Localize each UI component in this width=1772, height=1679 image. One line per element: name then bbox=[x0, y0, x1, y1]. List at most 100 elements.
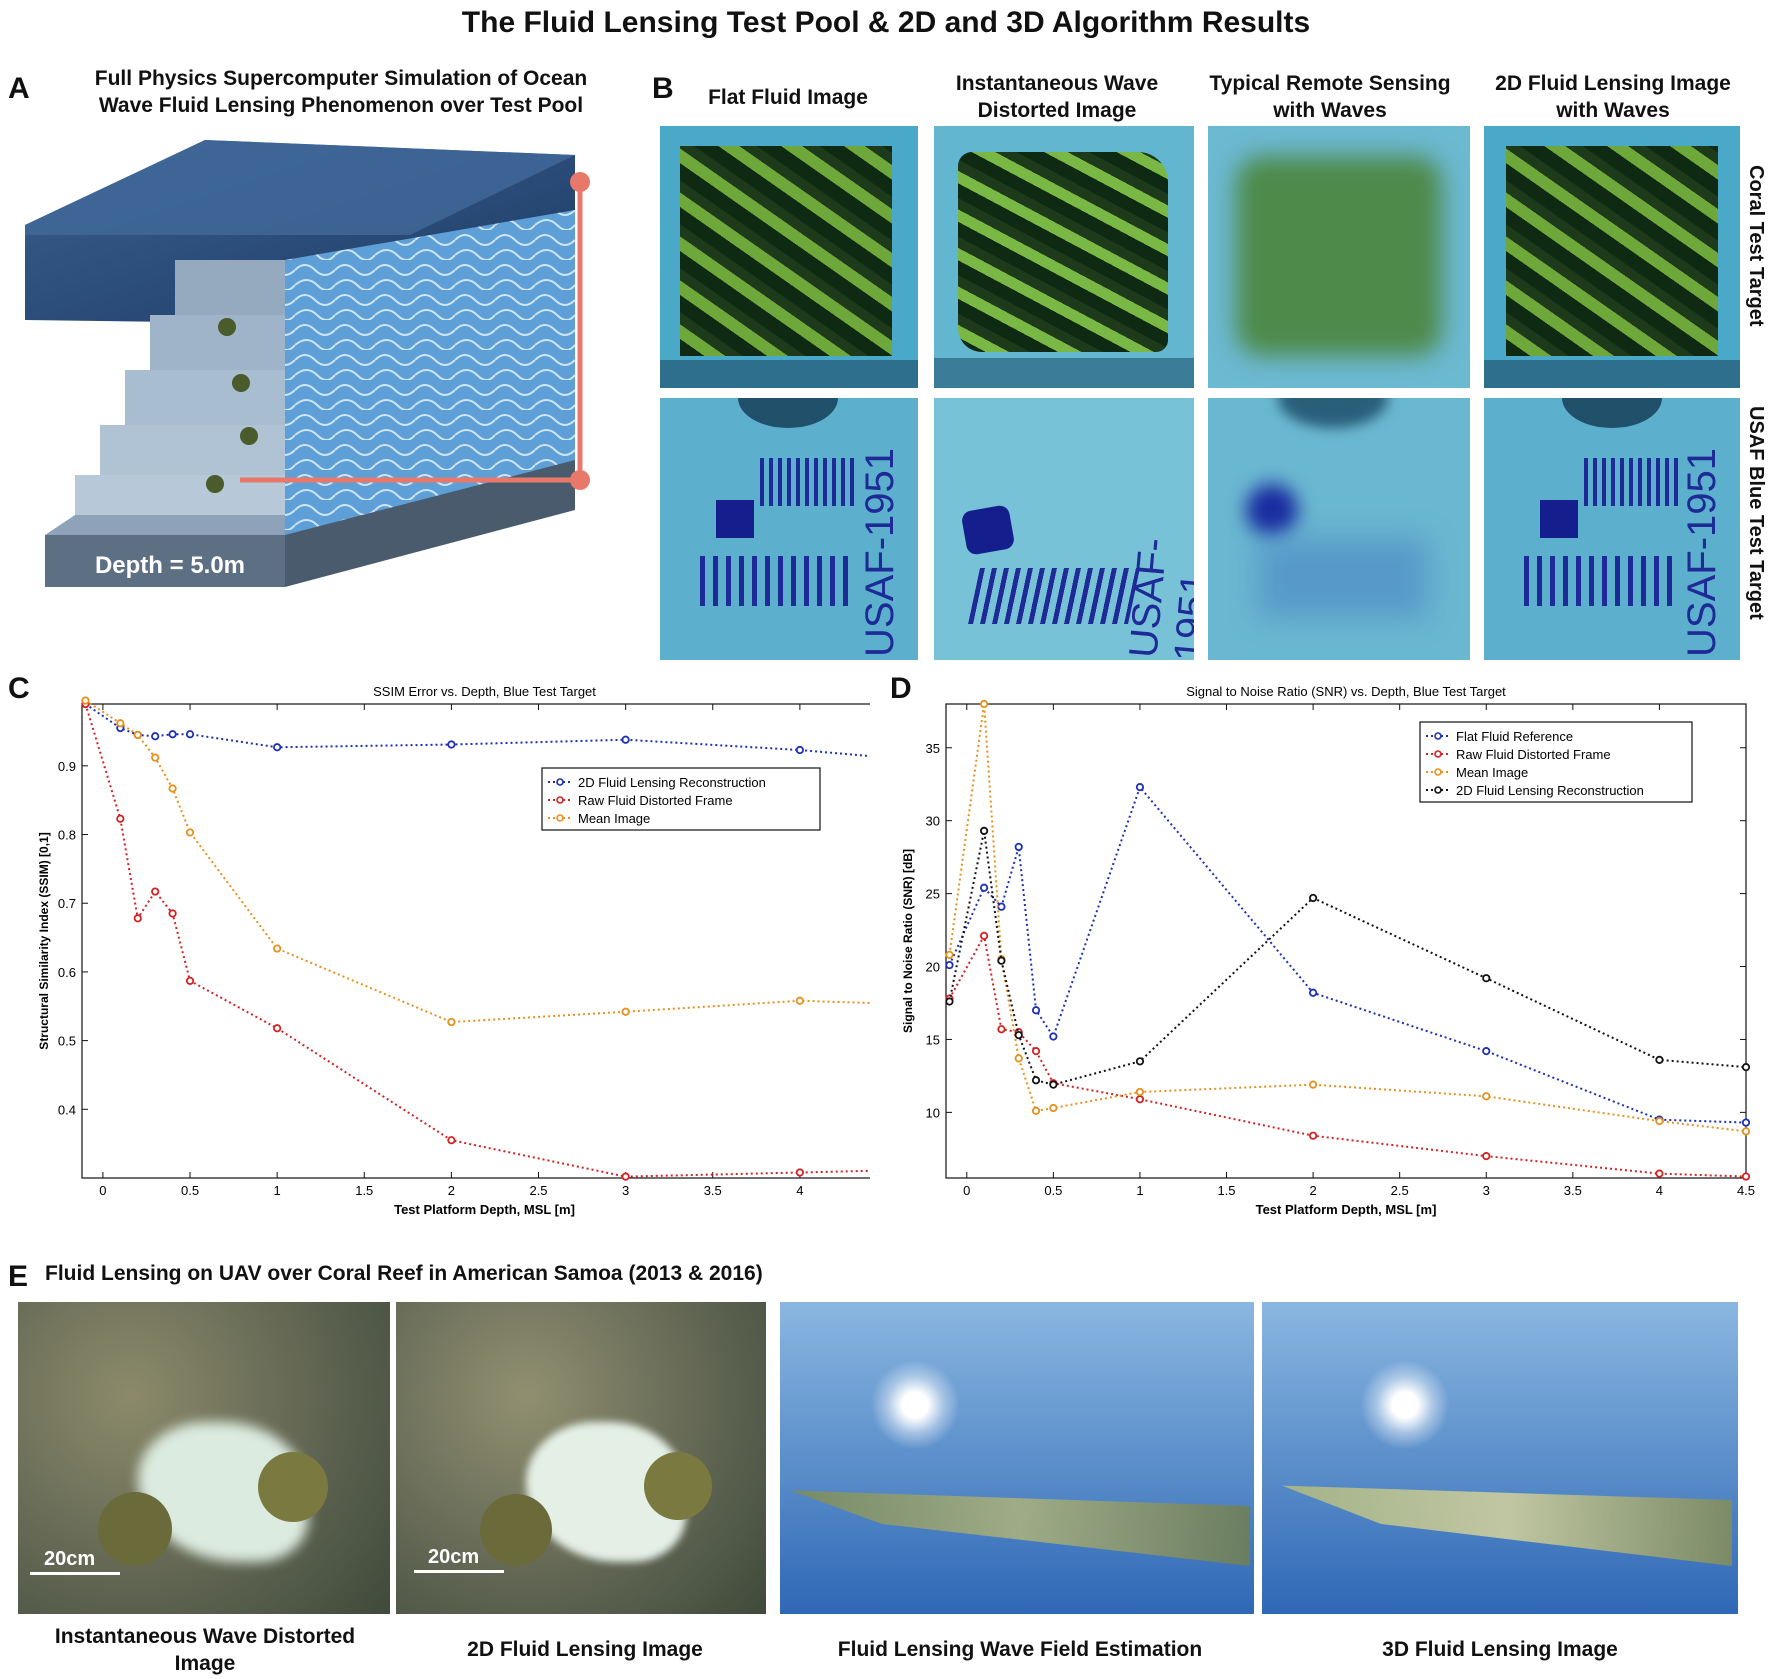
usaf-distorted-text: USAF-1951 bbox=[1121, 536, 1194, 660]
snr-y-tick-label: 10 bbox=[926, 1105, 940, 1120]
ssim-legend-marker bbox=[556, 796, 564, 804]
ssim-data-point bbox=[81, 696, 90, 705]
ssim-data-point bbox=[168, 909, 177, 918]
column-header-distorted: Instantaneous Wave Distorted Image bbox=[955, 72, 1159, 122]
snr-title: Signal to Noise Ratio (SNR) vs. Depth, B… bbox=[1186, 684, 1506, 699]
ssim-data-point bbox=[621, 735, 630, 744]
snr-data-point bbox=[1482, 1047, 1491, 1056]
snr-data-point bbox=[1308, 1131, 1318, 1140]
snr-data-point bbox=[1135, 1087, 1145, 1097]
snr-legend-marker bbox=[1434, 750, 1442, 758]
ssim-data-point bbox=[795, 1168, 804, 1177]
row-label-usaf: USAF Blue Test Target bbox=[1745, 406, 1767, 620]
snr-data-point bbox=[979, 699, 989, 709]
snr-series-line-2 bbox=[948, 703, 1747, 1133]
3d-fluid-lensing-render bbox=[1262, 1302, 1738, 1614]
snr-x-tick-label: 1 bbox=[1136, 1183, 1143, 1198]
snr-series-line-3 bbox=[948, 830, 1747, 1086]
snr-data-point bbox=[1135, 783, 1145, 792]
snr-legend-label: Mean Image bbox=[1456, 765, 1528, 780]
snr-x-tick-label: 3.5 bbox=[1564, 1183, 1582, 1198]
snr-legend-label: Raw Fluid Distorted Frame bbox=[1456, 747, 1611, 762]
uav-fluid-lensing-image: 20cm bbox=[396, 1302, 766, 1614]
snr-data-point bbox=[1049, 1080, 1058, 1089]
snr-legend-label: Flat Fluid Reference bbox=[1456, 729, 1573, 744]
snr-x-tick-label: 4.5 bbox=[1737, 1183, 1755, 1198]
snr-data-point bbox=[1482, 1152, 1491, 1161]
snr-data-point bbox=[1741, 1127, 1751, 1136]
snr-x-tick-label: 1.5 bbox=[1217, 1183, 1235, 1198]
snr-x-tick-label: 2 bbox=[1309, 1183, 1316, 1198]
column-header-fluid-lensing: 2D Fluid Lensing Image with Waves bbox=[1495, 72, 1731, 122]
ssim-data-point bbox=[168, 730, 177, 739]
caption-3d: 3D Fluid Lensing Image bbox=[1382, 1638, 1618, 1661]
ssim-data-point bbox=[621, 1007, 630, 1016]
ssim-data-point bbox=[151, 753, 160, 762]
ssim-x-tick-label: 3 bbox=[622, 1183, 629, 1198]
snr-data-point bbox=[1049, 1032, 1058, 1041]
snr-data-point bbox=[1135, 1057, 1145, 1066]
snr-y-tick-label: 15 bbox=[926, 1032, 940, 1047]
ssim-data-point bbox=[795, 996, 804, 1005]
snr-data-point bbox=[945, 997, 954, 1006]
panel-e-heading: Fluid Lensing on UAV over Coral Reef in … bbox=[45, 1262, 763, 1285]
panel-b-letter: B bbox=[652, 72, 674, 105]
row-label-coral: Coral Test Target bbox=[1745, 165, 1767, 327]
snr-legend bbox=[1419, 721, 1693, 803]
ssim-data-point bbox=[133, 914, 142, 923]
figure-title: The Fluid Lensing Test Pool & 2D and 3D … bbox=[461, 6, 1311, 39]
test-pool-rendering: Depth = 5.0m bbox=[25, 140, 590, 587]
ssim-x-axis-label: Test Platform Depth, MSL [m] bbox=[394, 1202, 575, 1217]
snr-plot-frame bbox=[945, 703, 1747, 1179]
snr-legend-marker bbox=[1434, 732, 1442, 740]
snr-data-point bbox=[1741, 1063, 1751, 1072]
snr-legend-label: 2D Fluid Lensing Reconstruction bbox=[1456, 783, 1644, 798]
snr-legend-marker bbox=[1434, 768, 1442, 776]
ssim-y-tick-label: 0.5 bbox=[58, 1034, 76, 1049]
coral-fluid-lensing-image bbox=[1484, 126, 1740, 388]
coral-flat-image bbox=[660, 126, 918, 388]
snr-data-point bbox=[1014, 1030, 1023, 1040]
scale-bar-label: 20cm bbox=[44, 1548, 96, 1570]
usaf-fluid-lensing-text: USAF-1951 bbox=[1680, 448, 1724, 657]
panel-a-heading: Full Physics Supercomputer Simulation of… bbox=[94, 67, 588, 117]
snr-x-tick-label: 0.5 bbox=[1044, 1183, 1062, 1198]
coral-distorted-image bbox=[934, 126, 1194, 388]
snr-data-point bbox=[1014, 1054, 1023, 1063]
ssim-x-tick-label: 4 bbox=[796, 1183, 803, 1198]
snr-data-point bbox=[979, 931, 989, 940]
snr-x-axis-label: Test Platform Depth, MSL [m] bbox=[1256, 1202, 1437, 1217]
usaf-remote-sensing-image bbox=[1208, 398, 1470, 660]
ssim-data-point bbox=[621, 1172, 630, 1181]
ssim-data-point bbox=[795, 745, 804, 755]
snr-y-tick-label: 25 bbox=[926, 887, 940, 902]
usaf-flat-text: USAF-1951 bbox=[858, 448, 902, 657]
depth-label: Depth = 5.0m bbox=[95, 552, 245, 579]
ssim-data-point bbox=[185, 730, 195, 739]
usaf-distorted-image: USAF-1951 bbox=[934, 398, 1194, 660]
snr-data-point bbox=[1482, 1092, 1491, 1101]
usaf-flat-image: USAF-1951 bbox=[660, 398, 918, 660]
snr-y-tick-label: 20 bbox=[926, 960, 940, 975]
ssim-data-point bbox=[151, 732, 160, 741]
ssim-x-tick-label: 2.5 bbox=[529, 1183, 547, 1198]
snr-data-point bbox=[1135, 1095, 1145, 1104]
snr-chart: Signal to Noise Ratio (SNR) vs. Depth, B… bbox=[901, 684, 1755, 1217]
snr-y-tick-label: 30 bbox=[926, 814, 940, 829]
ssim-legend bbox=[541, 767, 821, 831]
snr-x-tick-label: 2.5 bbox=[1391, 1183, 1409, 1198]
snr-data-point bbox=[1741, 1118, 1751, 1127]
snr-data-point bbox=[1655, 1169, 1664, 1178]
ssim-data-point bbox=[185, 828, 195, 837]
ssim-legend-label: Mean Image bbox=[578, 811, 650, 826]
ssim-data-point bbox=[185, 976, 195, 985]
snr-x-tick-label: 3 bbox=[1483, 1183, 1490, 1198]
caption-distorted: Instantaneous Wave Distorted Image bbox=[54, 1625, 356, 1675]
ssim-legend-label: 2D Fluid Lensing Reconstruction bbox=[578, 775, 766, 790]
snr-y-tick-label: 35 bbox=[926, 741, 940, 756]
ssim-data-point bbox=[273, 743, 282, 752]
ssim-y-tick-label: 0.9 bbox=[58, 759, 76, 774]
snr-data-point bbox=[1031, 1076, 1041, 1085]
usaf-fluid-lensing-image: USAF-1951 bbox=[1484, 398, 1740, 660]
snr-data-point bbox=[997, 956, 1006, 965]
